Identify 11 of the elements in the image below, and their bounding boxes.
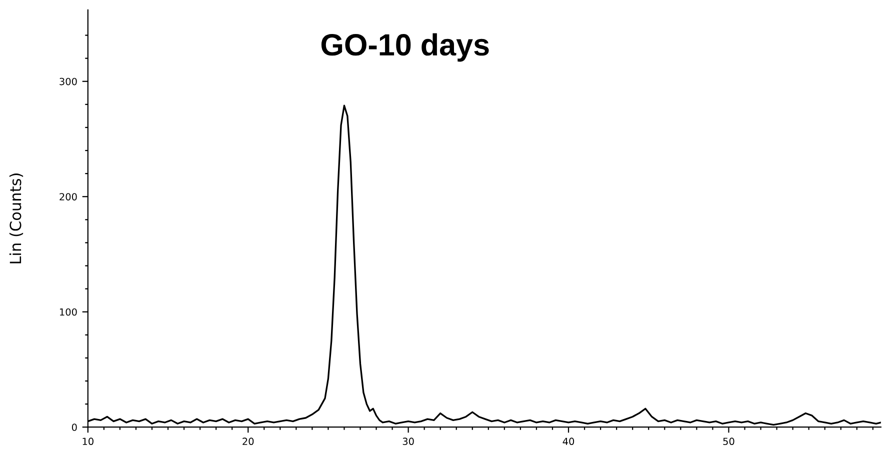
text: GO-10 days [321,33,489,62]
y-tick-label: 200 [60,193,77,200]
x-tick-label: 30 [402,438,414,446]
y-tick-label: 100 [60,308,77,316]
x-tick-label: 20 [242,438,254,446]
y-axis-title: Lin (Counts) [9,174,24,264]
x-tick-label: 40 [562,438,574,446]
x-tick-label: 50 [723,438,734,446]
y-tick-label: 0 [72,424,77,431]
x-tick-label: 10 [82,438,94,446]
y-tick-label: 300 [60,78,77,86]
